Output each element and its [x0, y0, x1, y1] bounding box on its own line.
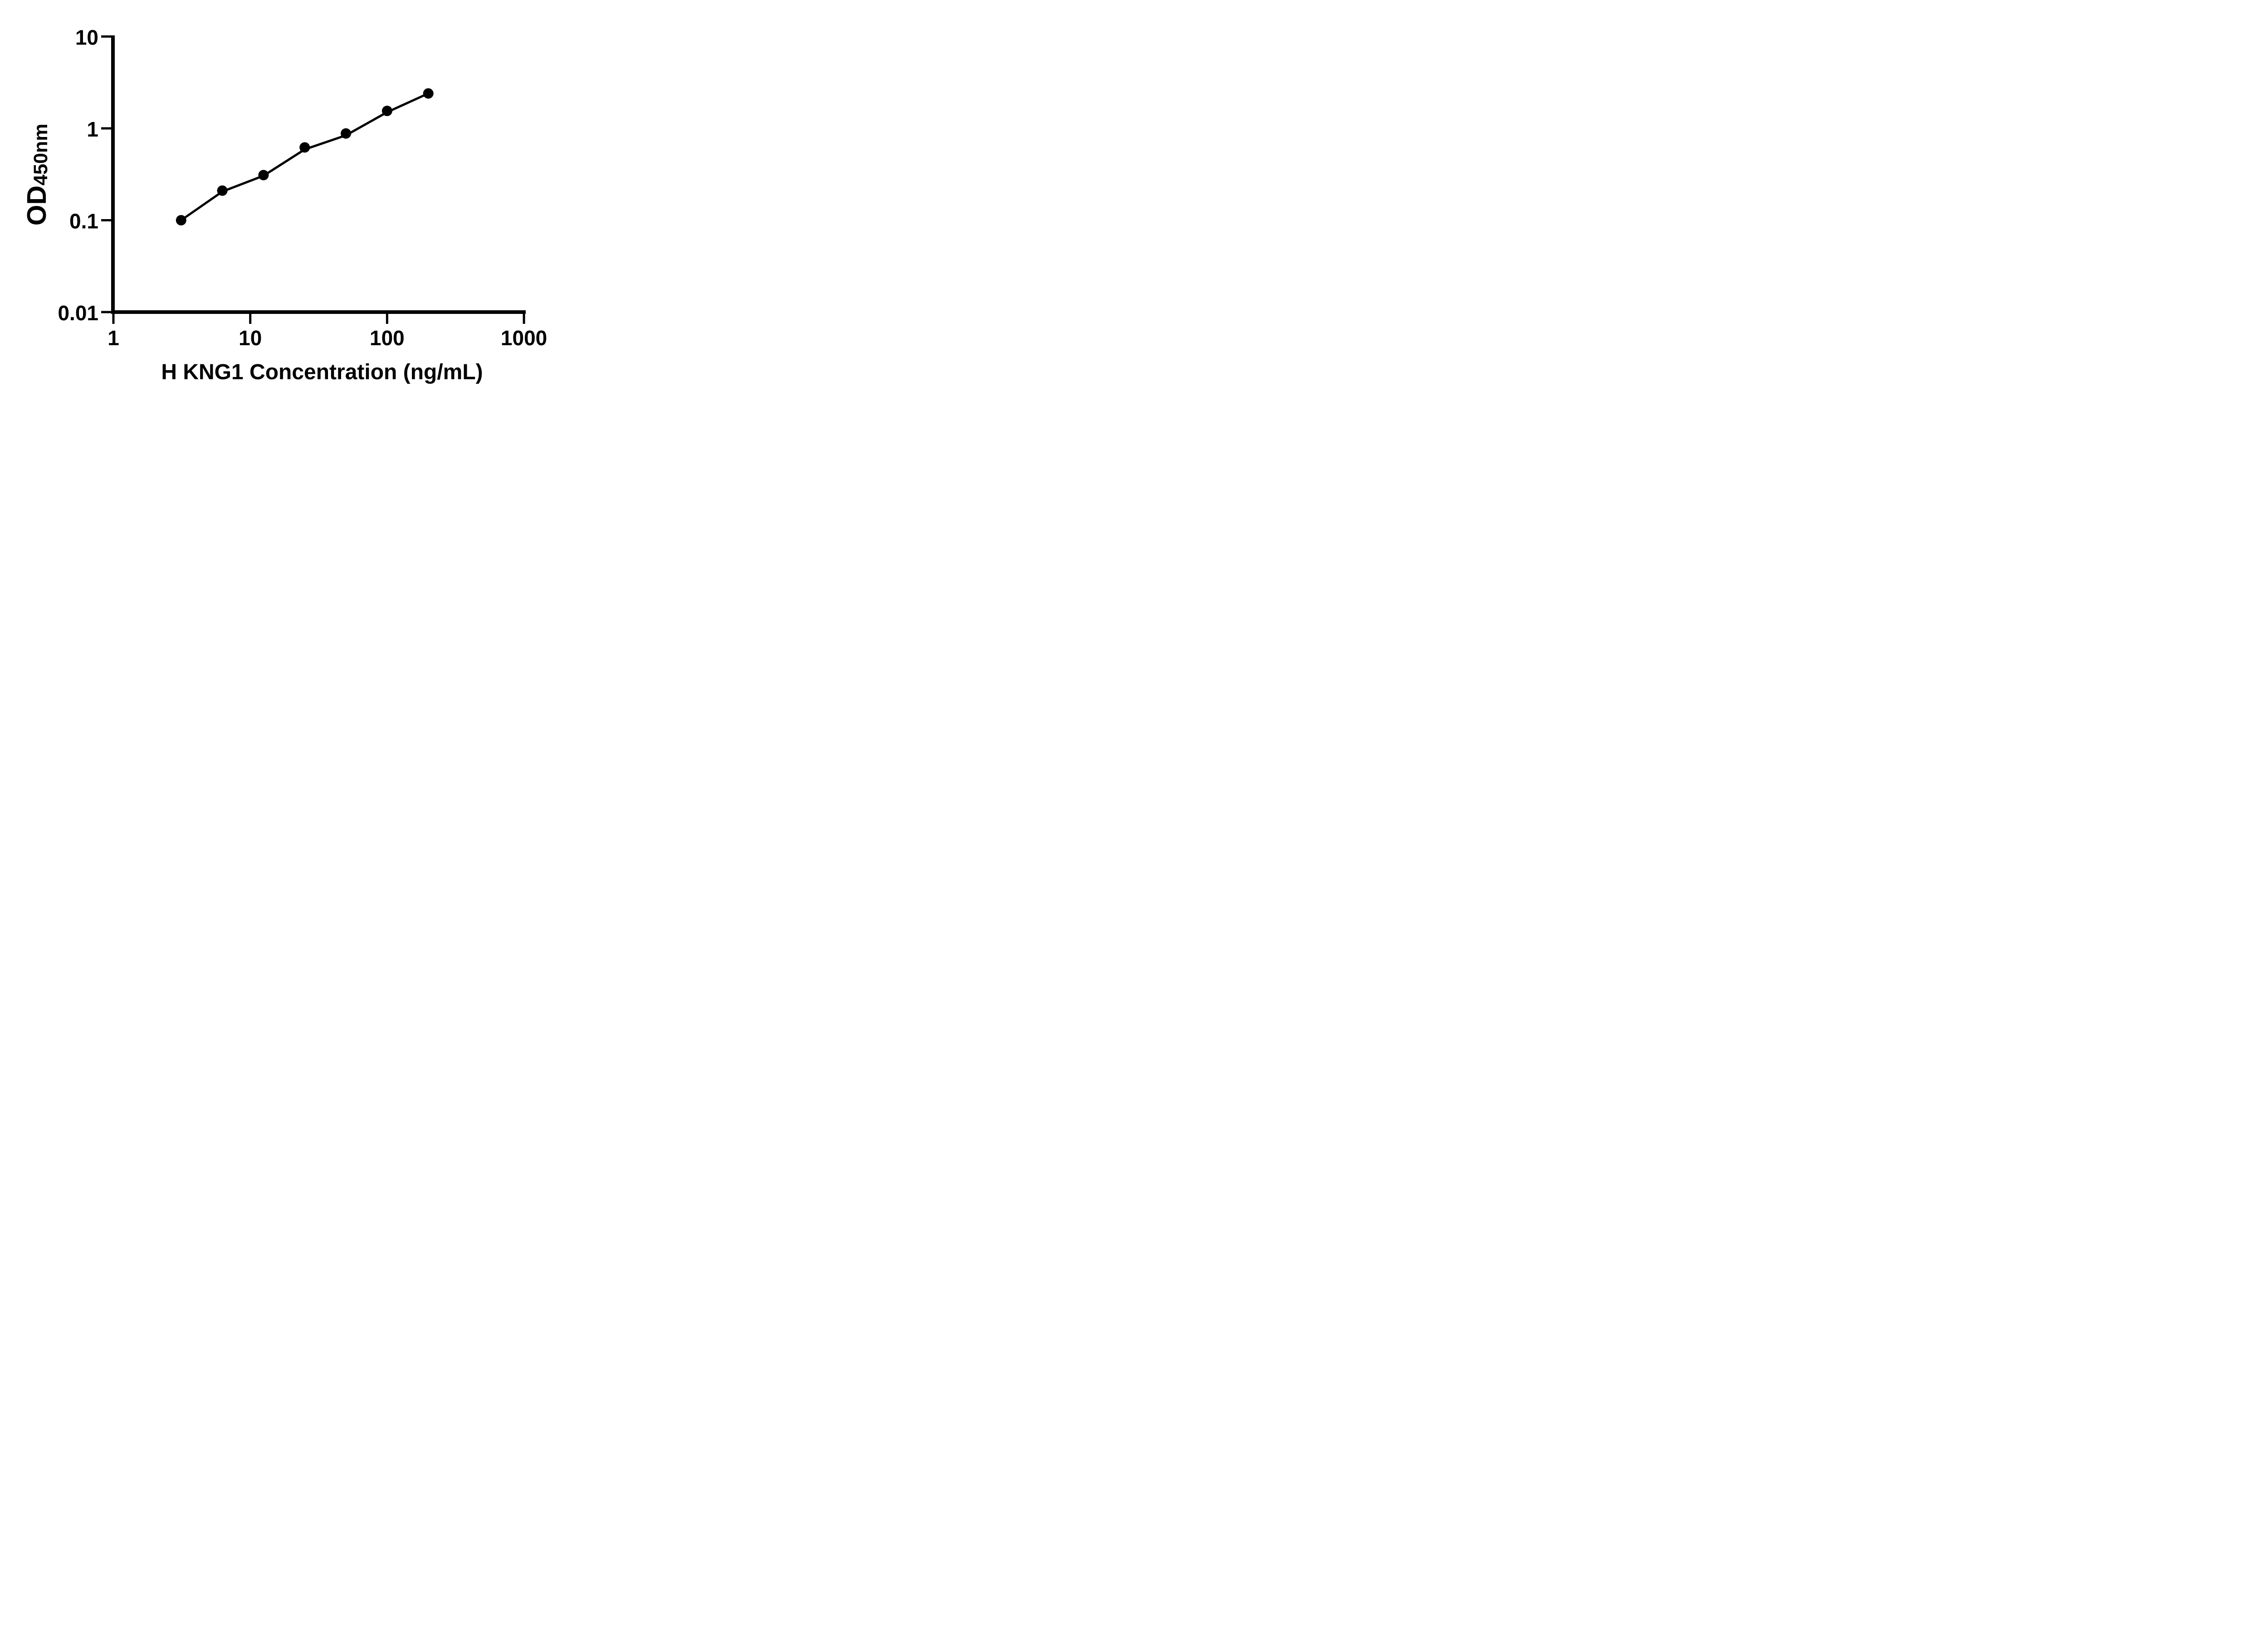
x-axis-tick-label: 1000	[501, 326, 547, 350]
data-point-marker	[341, 128, 352, 139]
x-axis-tick-label: 10	[239, 326, 262, 350]
y-axis-title-subscript: 450nm	[30, 124, 52, 186]
y-axis-title-base: OD	[22, 186, 52, 226]
data-point-marker	[423, 88, 434, 99]
elisa-standard-curve-figure: 1 10 100 1000 10 1 0.1 0.01 H KNG1 Concentration…	[0, 0, 583, 408]
y-axis-title: OD450nm	[22, 124, 52, 226]
data-point-marker	[217, 185, 228, 196]
data-point-marker	[299, 142, 310, 153]
y-axis-tick-label: 0.1	[69, 210, 98, 233]
x-axis-title: H KNG1 Concentration (ng/mL)	[161, 360, 483, 384]
y-axis-tick-label: 1	[87, 117, 98, 141]
x-axis-tick-label: 100	[370, 326, 405, 350]
data-point-marker	[258, 170, 269, 181]
chart-background	[0, 0, 583, 408]
y-axis-tick-label: 0.01	[58, 301, 98, 325]
standard-curve-chart: 1 10 100 1000 10 1 0.1 0.01 H KNG1 Concentration…	[0, 0, 583, 408]
data-point-marker	[176, 215, 186, 225]
chart-area: 1 10 100 1000 10 1 0.1 0.01 H KNG1 Concentration…	[0, 0, 583, 411]
x-axis-tick-label: 1	[108, 326, 119, 350]
data-point-marker	[381, 105, 392, 116]
y-axis-tick-label: 10	[75, 26, 98, 49]
